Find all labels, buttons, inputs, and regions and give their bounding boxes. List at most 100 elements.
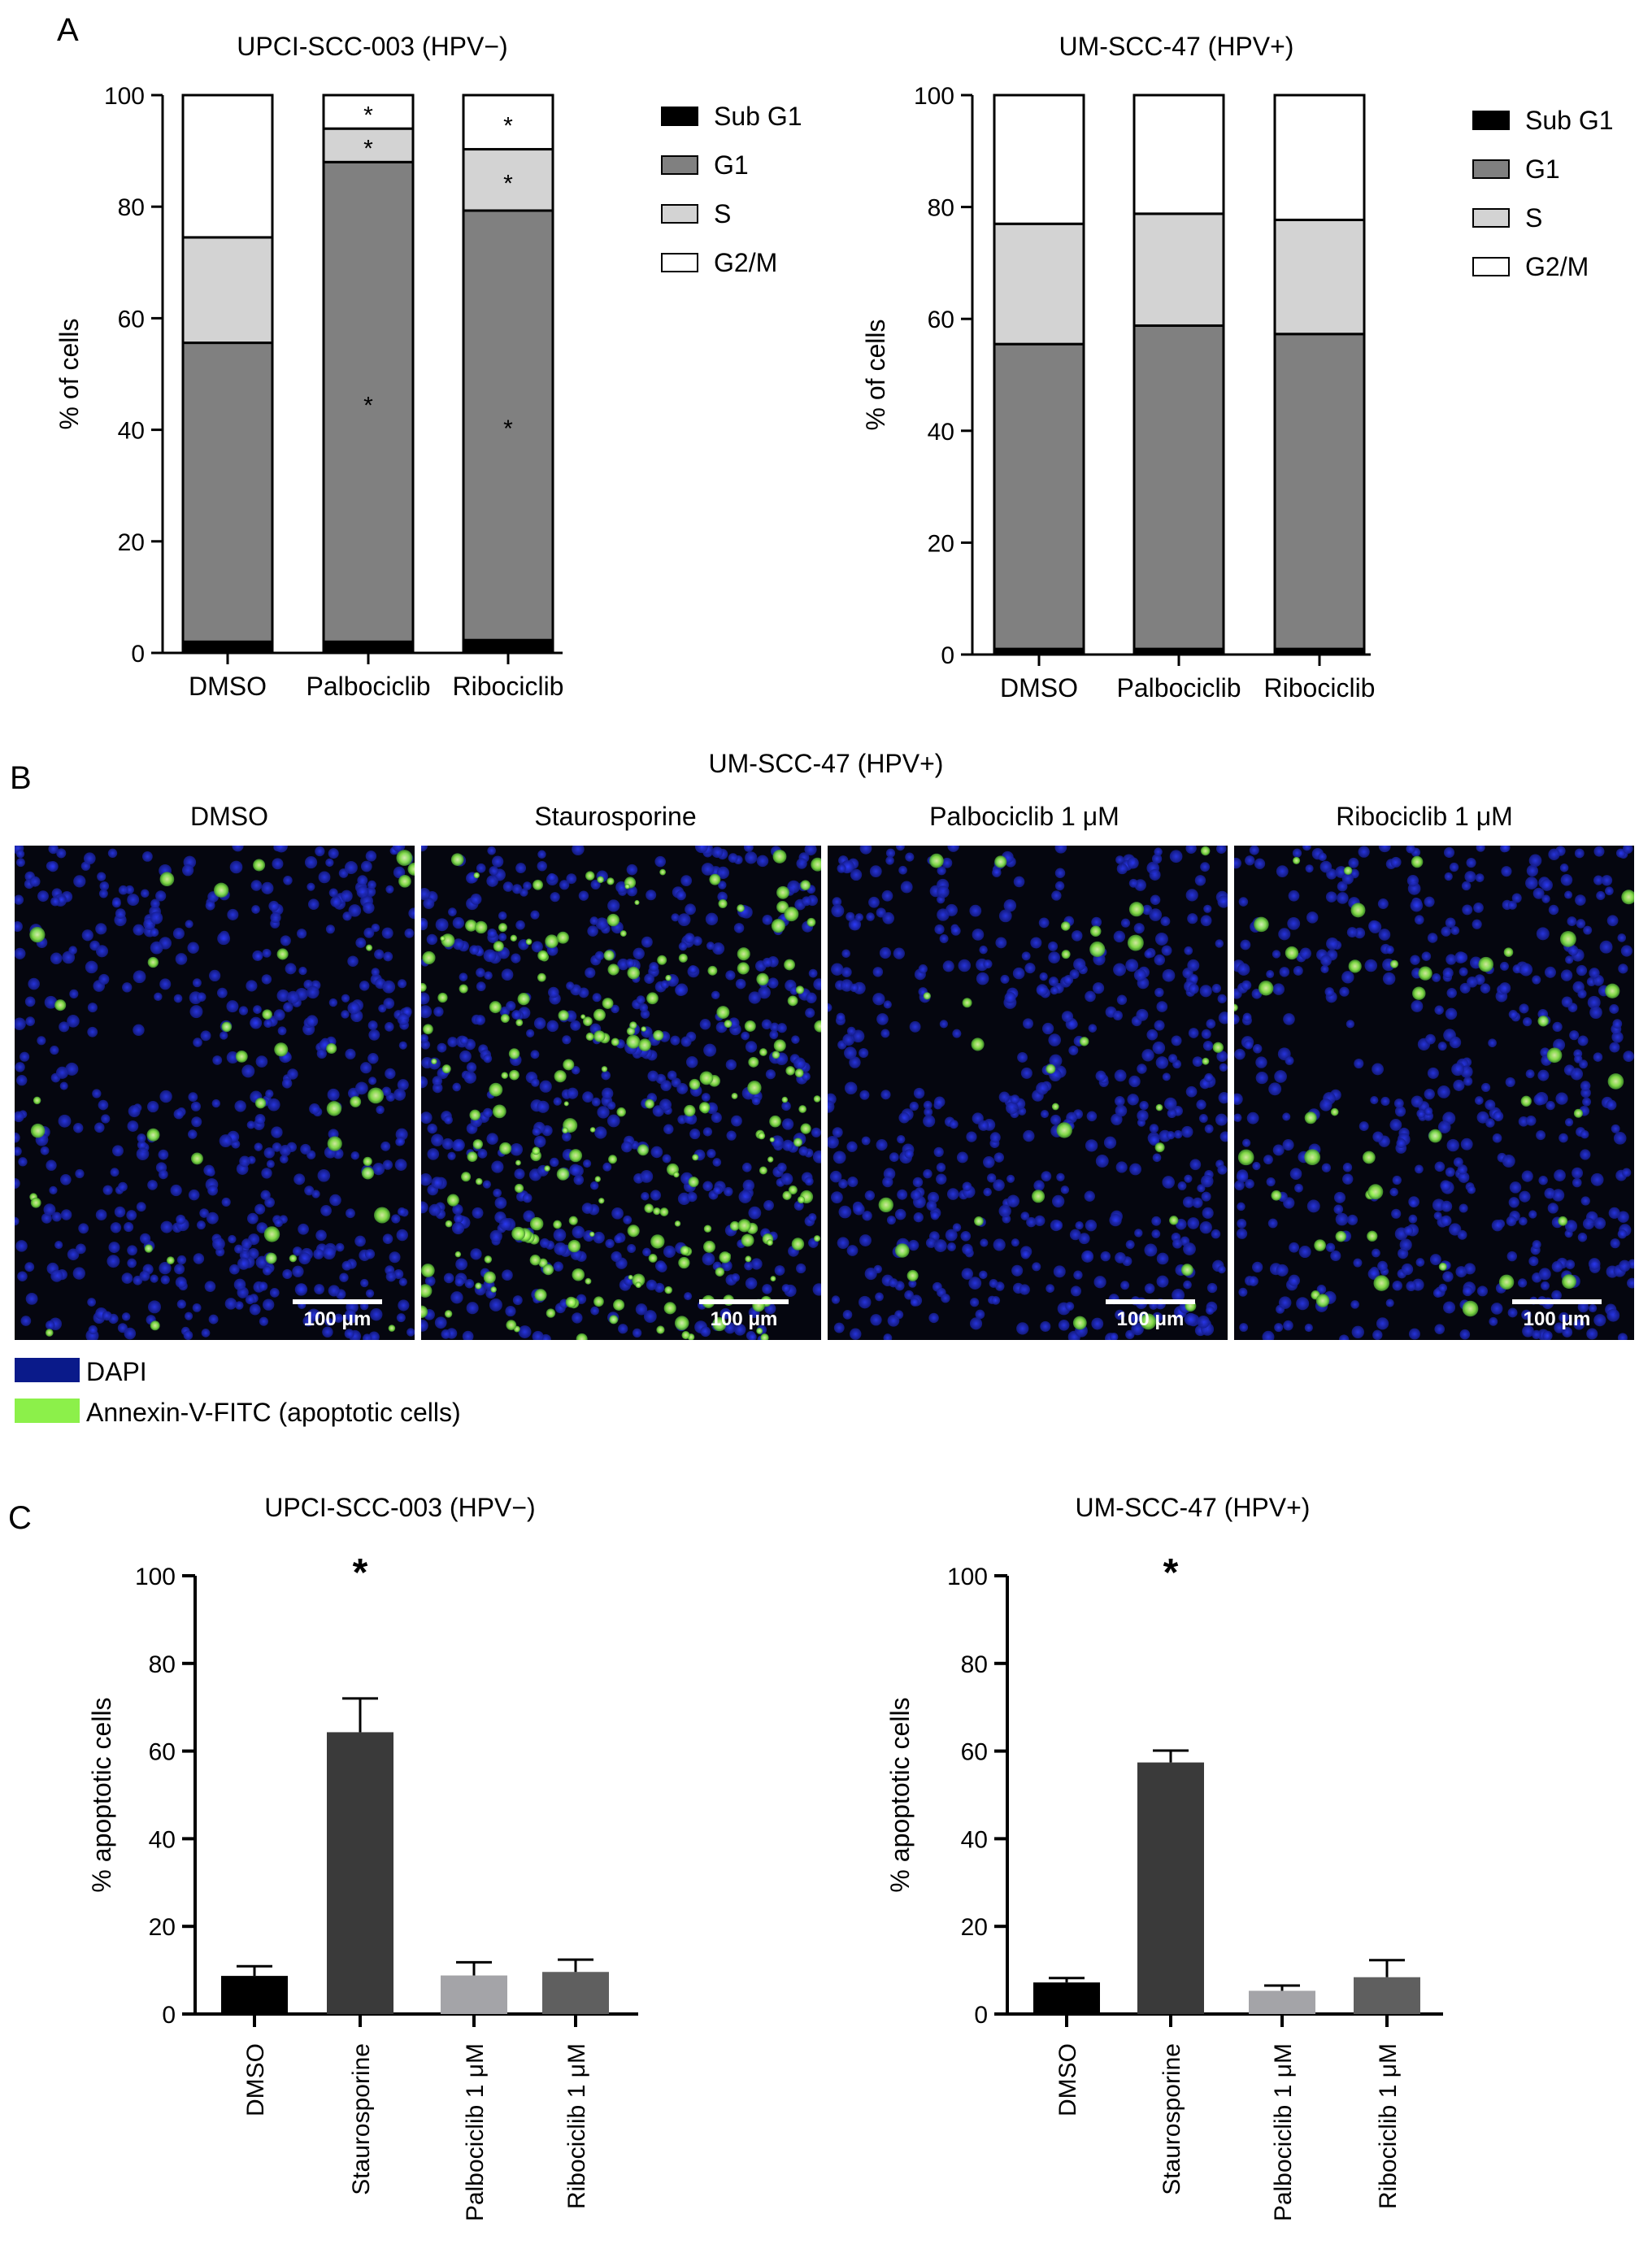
bar-ribociclib-1-m — [1354, 1977, 1420, 2014]
significance-star: * — [503, 415, 513, 442]
chart-title: UM-SCC-47 (HPV+) — [1076, 1493, 1311, 1522]
legend-swatch-g1 — [661, 155, 698, 175]
y-tick-label: 100 — [947, 1564, 988, 1590]
microscopy-label-dmso: DMSO — [190, 802, 268, 831]
bar-s-palbociclib — [322, 127, 415, 163]
y-tick-label: 80 — [928, 195, 954, 222]
y-tick-label: 20 — [961, 1914, 988, 1941]
chart-title: UM-SCC-47 (HPV+) — [1059, 32, 1294, 61]
y-tick-label: 40 — [149, 1826, 176, 1853]
bar-g1-ribociclib — [462, 209, 554, 642]
scale-bar — [1106, 1299, 1195, 1304]
legend-label-s: S — [1525, 203, 1542, 233]
dapi-swatch — [15, 1358, 80, 1382]
y-axis-label: % of cells — [54, 319, 84, 430]
y-tick-label: 20 — [118, 529, 145, 556]
bar-g2-m-ribociclib — [462, 94, 554, 151]
legend-swatch-s — [1472, 208, 1510, 228]
chart-a-umscc-cell-cycle: UM-SCC-47 (HPV+) % of cells 0 20 40 60 80 100 DM… — [861, 32, 1614, 703]
chart-c-upci-apoptosis: UPCI-SCC-003 (HPV−) % apoptotic cells 0 20 4… — [87, 1493, 638, 2221]
image-background — [15, 846, 415, 1340]
bar-s-palbociclib — [1132, 212, 1225, 327]
microscopy-label-palbociclib: Palbociclib 1 μM — [929, 802, 1119, 831]
x-tick-label: Palbociclib 1 μM — [1270, 2043, 1297, 2221]
microscopy-image-dmso: 100 μm — [15, 846, 415, 1340]
significance-star: * — [363, 102, 373, 129]
bar-g2-m-dmso — [181, 94, 274, 239]
bar-sub-g1-ribociclib — [462, 638, 554, 655]
annexin-swatch — [15, 1399, 80, 1423]
legend-label-s: S — [714, 199, 731, 228]
chart-title: UPCI-SCC-003 (HPV−) — [237, 32, 507, 61]
microscopy-image-palbociclib: 100 μm — [828, 846, 1228, 1340]
x-tick-label: DMSO — [1000, 673, 1078, 703]
legend-swatch-g2-m — [661, 253, 698, 272]
chart-title: UPCI-SCC-003 (HPV−) — [264, 1493, 535, 1522]
bar-sub-g1-palbociclib — [322, 640, 415, 655]
x-tick-label: Palbociclib — [306, 672, 431, 701]
cell-layer — [828, 846, 1228, 1340]
legend-swatch-sub-g1 — [661, 107, 698, 126]
panel-label-b: B — [10, 760, 32, 796]
y-axis-label: % apoptotic cells — [87, 1697, 116, 1892]
microscopy-image-staurosporine: 100 μm — [421, 846, 821, 1340]
y-tick-label: 60 — [928, 307, 954, 333]
microscopy-label-staurosporine: Staurosporine — [534, 802, 696, 831]
x-tick-label: DMSO — [189, 672, 267, 701]
bar-g1-dmso — [993, 342, 1085, 650]
y-tick-label: 20 — [149, 1914, 176, 1941]
y-tick-label: 40 — [928, 419, 954, 446]
y-axis-label: % of cells — [861, 320, 890, 431]
bar-g1-palbociclib — [322, 160, 415, 643]
significance-star: * — [503, 170, 513, 197]
legend-label-sub-g1: Sub G1 — [714, 102, 802, 131]
bar-g1-dmso — [181, 341, 274, 643]
legend-swatch-s — [661, 204, 698, 224]
x-tick-label: DMSO — [1054, 2043, 1081, 2116]
y-tick-label: 0 — [162, 2002, 176, 2029]
y-tick-label: 60 — [961, 1739, 988, 1766]
annexin-label: Annexin-V-FITC (apoptotic cells) — [86, 1398, 461, 1427]
significance-star: * — [363, 392, 373, 419]
chart-a-upci-cell-cycle: UPCI-SCC-003 (HPV−) % of cells 0 20 40 60 80 10… — [54, 32, 802, 701]
significance-star: * — [503, 112, 513, 139]
legend-label-g2-m: G2/M — [1525, 252, 1589, 281]
y-tick-label: 80 — [118, 194, 145, 221]
x-tick-label: Palbociclib — [1117, 673, 1241, 703]
bar-s-ribociclib — [462, 148, 554, 212]
bar-palbociclib-1-m — [1249, 1990, 1315, 2014]
bar-staurosporine — [1137, 1762, 1204, 2014]
scale-bar-label: 100 μm — [304, 1308, 372, 1330]
bar-g2-m-palbociclib — [322, 94, 415, 130]
y-tick-label: 60 — [118, 306, 145, 333]
y-tick-label: 80 — [961, 1651, 988, 1678]
significance-star: * — [353, 1551, 368, 1594]
bar-s-ribociclib — [1273, 218, 1366, 336]
bar-sub-g1-dmso — [181, 640, 274, 655]
cell-layer — [421, 846, 821, 1340]
legend-swatch-g1 — [1472, 159, 1510, 179]
x-tick-label: Ribociclib — [453, 672, 564, 701]
microscopy-title: UM-SCC-47 (HPV+) — [709, 749, 944, 778]
y-axis-label: % apoptotic cells — [885, 1697, 915, 1892]
legend-label-sub-g1: Sub G1 — [1525, 106, 1614, 135]
y-tick-label: 40 — [961, 1826, 988, 1853]
cell-layer — [1234, 846, 1634, 1340]
x-tick-label: Staurosporine — [348, 2043, 375, 2195]
x-tick-label: Ribociclib 1 μM — [1375, 2043, 1402, 2209]
x-tick-label: DMSO — [242, 2043, 269, 2116]
bar-g2-m-dmso — [993, 94, 1085, 225]
scale-bar — [699, 1299, 789, 1304]
y-tick-label: 60 — [149, 1739, 176, 1766]
panel-label-a: A — [57, 12, 79, 48]
significance-star: * — [1163, 1551, 1179, 1594]
y-tick-label: 100 — [104, 83, 145, 110]
bar-palbociclib-1-m — [441, 1975, 507, 2014]
bar-staurosporine — [327, 1732, 393, 2014]
bar-ribociclib-1-m — [542, 1972, 609, 2014]
panel-label-c: C — [8, 1500, 32, 1536]
legend-label-g1: G1 — [1525, 154, 1560, 184]
chart-c-umscc-apoptosis: UM-SCC-47 (HPV+) % apoptotic cells 0 20 40 60… — [885, 1493, 1443, 2221]
microscopy-image-ribociclib: 100 μm — [1234, 846, 1634, 1340]
